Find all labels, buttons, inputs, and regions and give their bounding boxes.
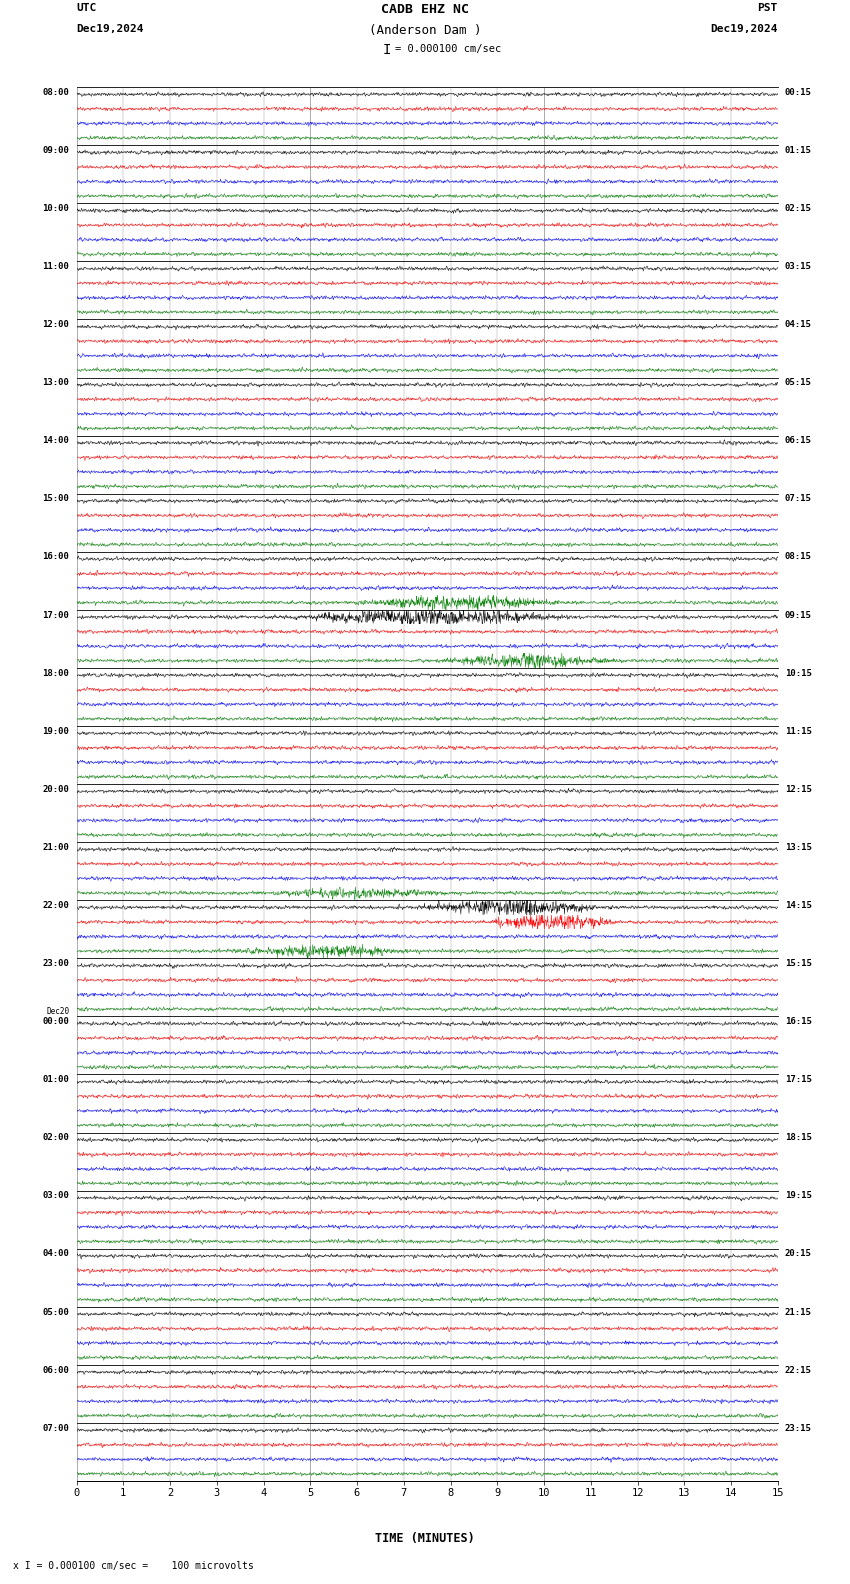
Text: Dec20: Dec20	[47, 1007, 70, 1017]
Text: UTC: UTC	[76, 3, 97, 13]
Text: 17:15: 17:15	[785, 1076, 812, 1083]
Text: 02:15: 02:15	[785, 204, 812, 212]
Text: 03:00: 03:00	[42, 1191, 70, 1201]
Text: 09:15: 09:15	[785, 610, 812, 619]
Text: 05:00: 05:00	[42, 1307, 70, 1316]
Text: 02:00: 02:00	[42, 1133, 70, 1142]
Text: 07:15: 07:15	[785, 494, 812, 504]
Text: 18:00: 18:00	[42, 668, 70, 678]
Text: 09:00: 09:00	[42, 146, 70, 155]
Text: Dec19,2024: Dec19,2024	[711, 24, 778, 33]
Text: 20:00: 20:00	[42, 784, 70, 794]
Text: x I = 0.000100 cm/sec =    100 microvolts: x I = 0.000100 cm/sec = 100 microvolts	[13, 1562, 253, 1571]
Text: 01:15: 01:15	[785, 146, 812, 155]
Text: 23:15: 23:15	[785, 1424, 812, 1432]
Text: 21:00: 21:00	[42, 843, 70, 852]
Text: 18:15: 18:15	[785, 1133, 812, 1142]
Text: 12:00: 12:00	[42, 320, 70, 329]
Text: 22:00: 22:00	[42, 901, 70, 909]
Text: 08:00: 08:00	[42, 87, 70, 97]
Text: 05:15: 05:15	[785, 379, 812, 386]
Text: 15:15: 15:15	[785, 958, 812, 968]
Text: 10:00: 10:00	[42, 204, 70, 212]
Text: = 0.000100 cm/sec: = 0.000100 cm/sec	[395, 44, 501, 54]
Text: I: I	[382, 43, 391, 57]
Text: 03:15: 03:15	[785, 261, 812, 271]
Text: 14:15: 14:15	[785, 901, 812, 909]
Text: 12:15: 12:15	[785, 784, 812, 794]
Text: 00:15: 00:15	[785, 87, 812, 97]
Text: 08:15: 08:15	[785, 553, 812, 561]
Text: 10:15: 10:15	[785, 668, 812, 678]
Text: 23:00: 23:00	[42, 958, 70, 968]
Text: 20:15: 20:15	[785, 1250, 812, 1258]
Text: 06:15: 06:15	[785, 436, 812, 445]
Text: 11:00: 11:00	[42, 261, 70, 271]
Text: TIME (MINUTES): TIME (MINUTES)	[375, 1532, 475, 1544]
Text: 19:00: 19:00	[42, 727, 70, 735]
Text: 14:00: 14:00	[42, 436, 70, 445]
Text: 11:15: 11:15	[785, 727, 812, 735]
Text: 17:00: 17:00	[42, 610, 70, 619]
Text: 00:00: 00:00	[42, 1017, 70, 1026]
Text: 07:00: 07:00	[42, 1424, 70, 1432]
Text: 13:00: 13:00	[42, 379, 70, 386]
Text: 04:15: 04:15	[785, 320, 812, 329]
Text: 13:15: 13:15	[785, 843, 812, 852]
Text: CADB EHZ NC: CADB EHZ NC	[381, 3, 469, 16]
Text: 16:15: 16:15	[785, 1017, 812, 1026]
Text: (Anderson Dam ): (Anderson Dam )	[369, 24, 481, 36]
Text: 15:00: 15:00	[42, 494, 70, 504]
Text: 22:15: 22:15	[785, 1365, 812, 1375]
Text: 19:15: 19:15	[785, 1191, 812, 1201]
Text: 16:00: 16:00	[42, 553, 70, 561]
Text: PST: PST	[757, 3, 778, 13]
Text: Dec19,2024: Dec19,2024	[76, 24, 144, 33]
Text: 06:00: 06:00	[42, 1365, 70, 1375]
Text: 21:15: 21:15	[785, 1307, 812, 1316]
Text: 04:00: 04:00	[42, 1250, 70, 1258]
Text: 01:00: 01:00	[42, 1076, 70, 1083]
